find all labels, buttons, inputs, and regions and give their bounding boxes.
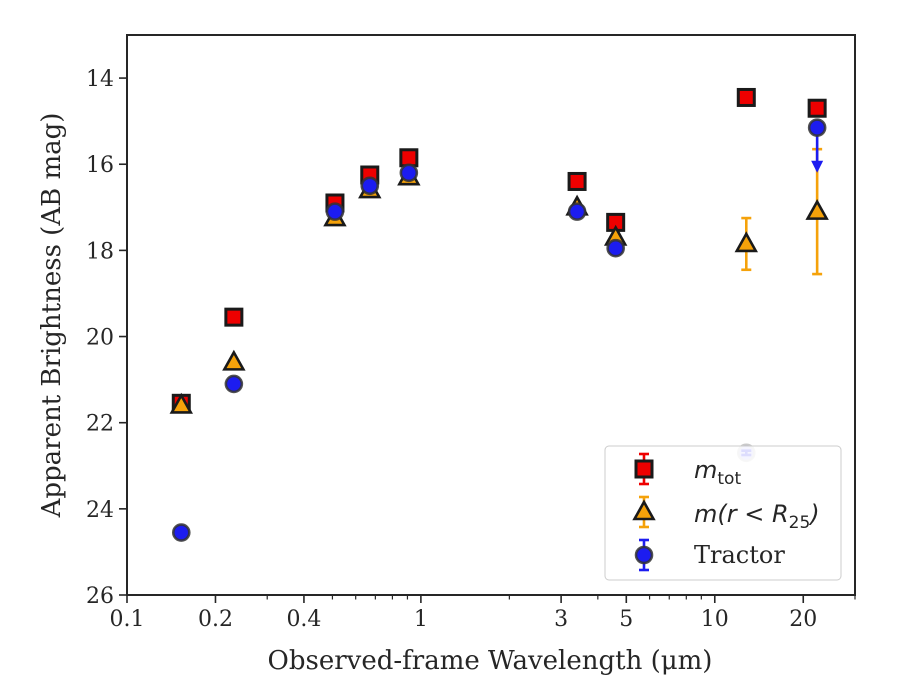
y-tick-label: 24 [86,498,114,523]
legend-box [604,445,842,581]
series-mtot [171,87,827,413]
legend-label-mr25: m(r < R25) [694,500,820,533]
y-tick-label: 18 [86,239,114,264]
data-point-mtot [567,171,587,191]
data-point-mtot [736,87,756,107]
data-point-mr25 [805,198,829,220]
x-tick-label: 1 [414,607,428,632]
y-axis-title: Apparent Brightness (AB mag) [37,113,67,519]
legend-label-mtot: mtot [694,456,741,489]
legend-markers [632,452,656,572]
legend-marker-tractor [634,545,654,565]
data-point-tractor [606,238,625,258]
legend-marker-mtot [634,459,654,479]
data-point-mtot [399,148,419,168]
data-point-mr25 [222,349,246,371]
y-tick-label: 20 [86,326,114,351]
x-tick-label: 0.1 [110,607,145,632]
y-tick-label: 16 [86,153,114,178]
series-tractor [171,118,827,542]
plot-area [169,87,829,542]
axes-frame [126,34,856,596]
x-axis-title: Observed-frame Wavelength (μm) [268,646,713,676]
data-point-mr25 [734,231,759,253]
x-tick-label: 0.4 [286,607,321,632]
legend-label-tractor: Tractor [694,541,785,569]
data-point-mtot [807,98,827,118]
data-point-mr25 [169,392,193,414]
data-point-mtot [224,307,244,327]
y-tick-label: 14 [86,67,114,92]
legend-mtot-main: m [694,456,717,484]
y-tick-label: 26 [86,584,114,609]
axes: 0.1 0.2 0.4 1 3 5 10 20 14 16 18 20 22 24 26 [86,34,856,632]
legend-mr25-main: m(r < R [694,500,789,528]
data-point-tractor [567,202,587,221]
x-tick-label: 5 [619,607,633,632]
data-point-tractor [807,118,827,137]
legend-marker-mr25 [632,499,656,521]
y-tick-label: 22 [86,412,114,437]
legend: mtot m(r < R25) Tractor [604,445,842,581]
x-tick-label: 10 [701,607,729,632]
x-tick-label: 3 [554,607,568,632]
legend-mr25-sub: 25 [789,513,811,533]
data-point-tractor [325,202,345,221]
x-tick-label: 0.2 [198,607,233,632]
legend-mr25-suffix: ) [808,500,819,528]
legend-mtot-sub: tot [717,469,741,489]
x-tick-label: 20 [789,607,817,632]
data-point-tractor [224,374,244,394]
data-point-tractor [360,176,380,196]
series-mr25 [169,147,829,414]
upper-limit-arrow [811,160,824,173]
data-point-tractor [171,523,191,542]
data-point-tractor [399,163,419,183]
